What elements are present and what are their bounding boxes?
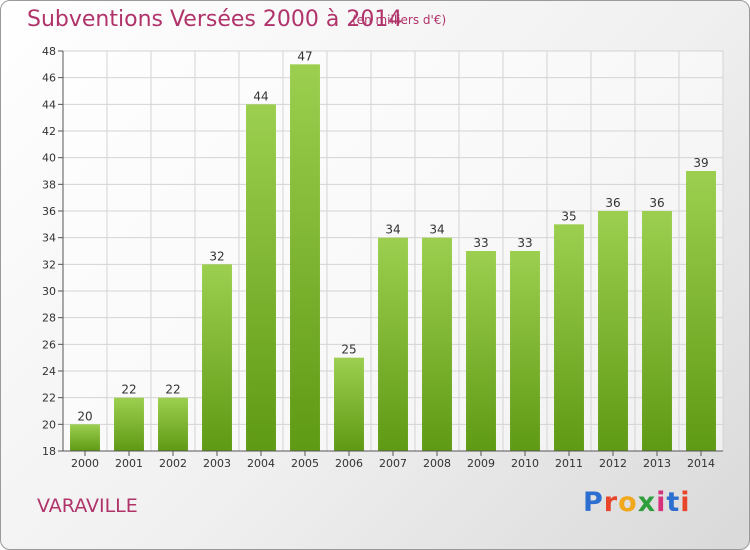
x-tick-label: 2003 <box>203 457 231 470</box>
logo-letter: i <box>680 487 691 518</box>
x-tick-label: 2006 <box>335 457 363 470</box>
y-tick-label: 46 <box>42 72 56 85</box>
bar <box>686 171 716 451</box>
chart-title: Subventions Versées 2000 à 2014 <box>27 7 403 32</box>
data-label: 20 <box>77 409 92 423</box>
x-tick-label: 2000 <box>71 457 99 470</box>
y-tick-label: 24 <box>42 365 56 378</box>
x-tick-label: 2002 <box>159 457 187 470</box>
bar <box>114 397 144 451</box>
y-tick-label: 20 <box>42 418 56 431</box>
x-tick-label: 2001 <box>115 457 143 470</box>
bar <box>466 251 496 451</box>
x-tick-label: 2005 <box>291 457 319 470</box>
data-label: 35 <box>561 209 576 223</box>
data-label: 36 <box>649 196 664 210</box>
data-label: 34 <box>385 223 400 237</box>
bar <box>290 64 320 452</box>
bar <box>422 237 452 451</box>
logo-letter: x <box>637 487 657 518</box>
y-tick-label: 44 <box>42 98 56 111</box>
data-label: 22 <box>165 383 180 397</box>
data-label: 22 <box>121 383 136 397</box>
y-tick-label: 34 <box>42 232 56 245</box>
data-label: 39 <box>693 156 708 170</box>
y-tick-label: 18 <box>42 445 56 458</box>
bar <box>510 251 540 451</box>
logo-letter: r <box>603 487 619 518</box>
logo-letter: P <box>583 487 604 518</box>
data-label: 25 <box>341 343 356 357</box>
data-label: 44 <box>253 89 268 103</box>
y-tick-label: 48 <box>42 45 56 58</box>
chart-unit: (en milliers d'€) <box>352 13 447 27</box>
bar <box>378 237 408 451</box>
x-tick-label: 2007 <box>379 457 407 470</box>
data-label: 34 <box>429 223 444 237</box>
data-label: 36 <box>605 196 620 210</box>
x-tick-label: 2010 <box>511 457 539 470</box>
y-tick-label: 42 <box>42 125 56 138</box>
bar <box>70 424 100 451</box>
y-tick-label: 38 <box>42 178 56 191</box>
commune-name: VARAVILLE <box>37 495 138 517</box>
logo-letter: t <box>666 487 681 518</box>
bar <box>642 211 672 451</box>
x-tick-label: 2014 <box>687 457 715 470</box>
y-tick-label: 32 <box>42 258 56 271</box>
y-tick-label: 22 <box>42 392 56 405</box>
x-tick-label: 2012 <box>599 457 627 470</box>
x-tick-label: 2013 <box>643 457 671 470</box>
x-tick-label: 2004 <box>247 457 275 470</box>
logo-letter: o <box>618 487 638 518</box>
bar <box>202 264 232 451</box>
y-tick-label: 28 <box>42 312 56 325</box>
x-tick-label: 2011 <box>555 457 583 470</box>
data-label: 47 <box>297 49 312 63</box>
bar <box>554 224 584 451</box>
proxiti-logo: Proxiti <box>583 487 691 518</box>
y-tick-label: 36 <box>42 205 56 218</box>
y-tick-label: 40 <box>42 152 56 165</box>
x-tick-label: 2009 <box>467 457 495 470</box>
x-tick-label: 2008 <box>423 457 451 470</box>
data-label: 33 <box>473 236 488 250</box>
bar <box>246 104 276 451</box>
data-label: 32 <box>209 249 224 263</box>
bar <box>598 211 628 451</box>
y-tick-label: 26 <box>42 338 56 351</box>
bar <box>158 397 188 451</box>
logo-letter: i <box>656 487 667 518</box>
data-label: 33 <box>517 236 532 250</box>
bar <box>334 357 364 451</box>
y-tick-label: 30 <box>42 285 56 298</box>
